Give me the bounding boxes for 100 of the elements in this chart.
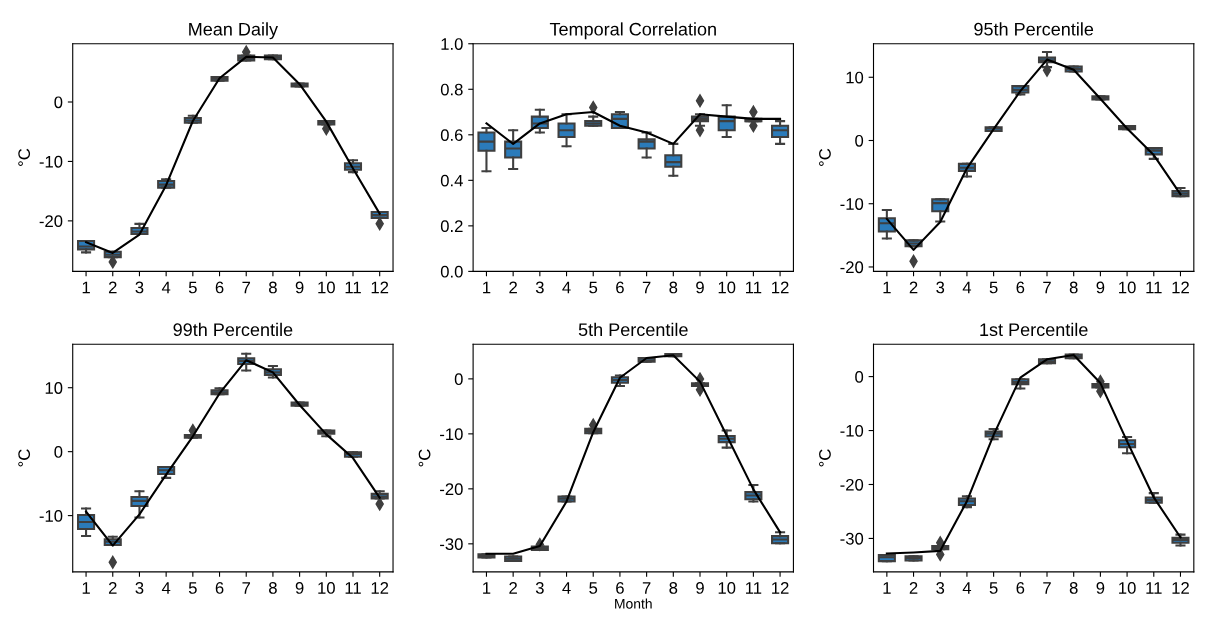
x-tick-label: 2	[909, 582, 918, 594]
y-axis-title: °C	[819, 148, 831, 166]
y-tick-label: -30	[840, 532, 864, 545]
x-tick-label: 3	[135, 281, 144, 294]
y-tick-label: -20	[440, 483, 463, 496]
x-tick-label: 4	[161, 281, 171, 294]
x-tick-label: 1	[82, 281, 90, 294]
y-tick-label: 0	[855, 134, 864, 147]
x-tick-label: 12	[371, 582, 389, 594]
x-tick-label: 8	[269, 281, 277, 294]
y-axis-title: °C	[18, 148, 31, 166]
x-tick-label: 9	[1096, 281, 1105, 294]
x-tick-label: 9	[696, 281, 704, 294]
y-tick-label: 0	[54, 446, 63, 458]
y-tick-label: -10	[39, 155, 63, 168]
x-tick-label: 10	[318, 582, 335, 594]
y-tick-label: 0.6	[440, 129, 463, 142]
x-tick-label: 8	[669, 582, 678, 594]
x-tick-label: 12	[1172, 281, 1189, 294]
y-tick-label: 0.2	[440, 220, 463, 233]
y-tick-label: 10	[45, 382, 63, 394]
x-tick-label: 4	[962, 281, 972, 294]
x-tick-label: 1	[82, 582, 90, 594]
x-tick-label: 2	[108, 281, 117, 294]
x-tick-label: 6	[616, 281, 624, 294]
x-tick-label: 10	[718, 582, 736, 594]
x-tick-label: 8	[669, 281, 678, 294]
x-tick-label: 5	[188, 582, 197, 594]
y-tick-label: 0	[454, 373, 463, 386]
x-tick-label: 2	[909, 281, 918, 294]
chart-title: 95th Percentile	[974, 22, 1094, 36]
x-tick-label: 5	[589, 582, 598, 594]
y-axis-title: °C	[819, 449, 831, 467]
x-tick-label: 5	[188, 281, 197, 294]
x-tick-label: 12	[772, 582, 789, 594]
x-tick-label: 2	[108, 582, 117, 594]
x-tick-label: 9	[696, 582, 704, 594]
x-tick-label: 5	[989, 281, 998, 294]
y-axis-title: °C	[418, 449, 431, 467]
x-tick-label: 7	[1043, 582, 1051, 594]
x-axis-title: Month	[615, 598, 652, 609]
x-tick-label: 4	[562, 582, 571, 594]
x-tick-label: 3	[936, 281, 945, 294]
y-tick-label: 0.8	[440, 83, 463, 96]
x-tick-label: 7	[642, 281, 651, 294]
x-tick-label: 2	[509, 582, 517, 594]
y-tick-label: -20	[840, 478, 864, 491]
x-tick-label: 3	[535, 281, 544, 294]
x-tick-label: 6	[616, 582, 624, 594]
x-tick-label: 4	[161, 582, 171, 594]
x-tick-label: 1	[883, 281, 891, 294]
y-tick-label: -20	[840, 261, 864, 274]
y-axis-title: °C	[18, 449, 31, 467]
x-tick-label: 1	[483, 281, 491, 294]
x-tick-label: 7	[642, 582, 651, 594]
x-tick-label: 10	[1119, 281, 1136, 294]
x-tick-label: 10	[1119, 582, 1136, 594]
x-tick-label: 1	[483, 582, 491, 594]
y-tick-label: 1.0	[441, 38, 463, 50]
x-tick-label: 8	[1069, 281, 1078, 294]
x-tick-label: 7	[242, 281, 251, 294]
x-tick-label: 8	[269, 582, 277, 594]
y-tick-label: -10	[39, 510, 63, 522]
x-tick-label: 7	[242, 582, 251, 594]
x-tick-label: 3	[135, 582, 144, 594]
y-tick-label: 0.0	[440, 265, 463, 278]
y-tick-label: 10	[846, 71, 864, 84]
x-tick-label: 6	[215, 582, 224, 594]
x-tick-label: 12	[1172, 582, 1189, 594]
x-tick-label: 9	[295, 281, 304, 294]
x-tick-label: 11	[1146, 582, 1162, 594]
x-tick-label: 5	[989, 582, 998, 594]
x-tick-label: 9	[295, 582, 304, 594]
x-tick-label: 8	[1069, 582, 1078, 594]
x-tick-label: 2	[509, 281, 517, 294]
x-tick-label: 11	[746, 281, 762, 294]
chart-title: Temporal Correlation	[549, 22, 716, 40]
x-tick-label: 4	[562, 281, 571, 294]
x-tick-label: 12	[772, 281, 789, 294]
chart-title: 1st Percentile	[980, 322, 1088, 337]
x-tick-label: 6	[215, 281, 224, 294]
y-tick-label: 0	[54, 96, 63, 109]
chart-title: 99th Percentile	[173, 322, 293, 337]
y-tick-label: 0.4	[440, 174, 463, 187]
x-tick-label: 7	[1043, 281, 1051, 294]
x-tick-label: 6	[1016, 281, 1025, 294]
x-tick-label: 11	[345, 281, 361, 294]
chart-title: Mean Daily	[189, 22, 278, 40]
y-tick-label: -20	[39, 215, 63, 228]
x-tick-label: 6	[1016, 582, 1025, 594]
x-tick-label: 1	[883, 582, 891, 594]
y-tick-label: -30	[440, 538, 463, 551]
chart-title: 5th Percentile	[578, 322, 688, 337]
x-tick-label: 10	[318, 281, 335, 294]
x-tick-label: 11	[345, 582, 361, 594]
x-tick-label: 11	[746, 582, 762, 594]
x-tick-label: 3	[936, 582, 945, 594]
x-tick-label: 3	[535, 582, 544, 594]
x-tick-label: 12	[371, 281, 389, 294]
x-tick-label: 4	[962, 582, 972, 594]
